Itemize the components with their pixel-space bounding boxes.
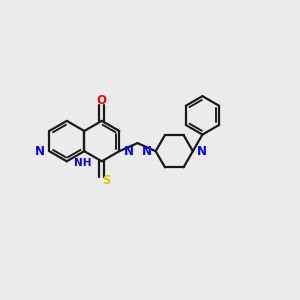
Text: N: N <box>142 145 152 158</box>
Text: NH: NH <box>74 158 92 168</box>
Text: N: N <box>197 145 207 158</box>
Text: N: N <box>124 145 134 158</box>
Text: O: O <box>97 94 107 107</box>
Text: S: S <box>102 174 110 187</box>
Text: N: N <box>34 145 44 158</box>
